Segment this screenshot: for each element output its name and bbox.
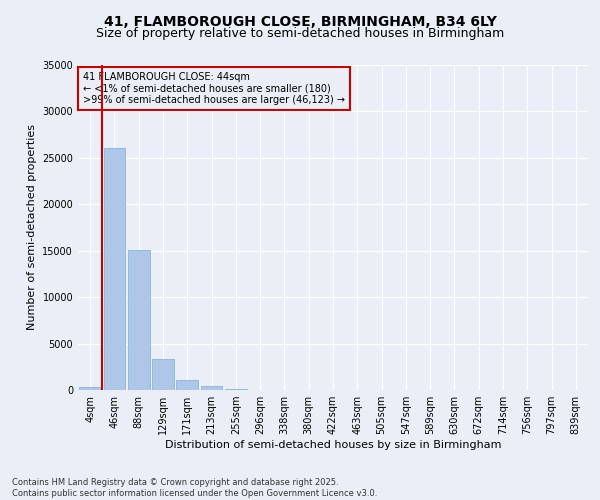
Bar: [104, 148, 125, 390]
X-axis label: Distribution of semi-detached houses by size in Birmingham: Distribution of semi-detached houses by …: [165, 440, 501, 450]
Bar: [176, 380, 198, 390]
Text: 41 FLAMBOROUGH CLOSE: 44sqm
← <1% of semi-detached houses are smaller (180)
>99%: 41 FLAMBOROUGH CLOSE: 44sqm ← <1% of sem…: [83, 72, 345, 104]
Y-axis label: Number of semi-detached properties: Number of semi-detached properties: [27, 124, 37, 330]
Bar: [200, 386, 223, 390]
Bar: [128, 250, 149, 390]
Bar: [152, 360, 174, 390]
Bar: [79, 387, 101, 390]
Text: 41, FLAMBOROUGH CLOSE, BIRMINGHAM, B34 6LY: 41, FLAMBOROUGH CLOSE, BIRMINGHAM, B34 6…: [104, 15, 496, 29]
Text: Size of property relative to semi-detached houses in Birmingham: Size of property relative to semi-detach…: [96, 28, 504, 40]
Text: Contains HM Land Registry data © Crown copyright and database right 2025.
Contai: Contains HM Land Registry data © Crown c…: [12, 478, 377, 498]
Bar: [225, 389, 247, 390]
